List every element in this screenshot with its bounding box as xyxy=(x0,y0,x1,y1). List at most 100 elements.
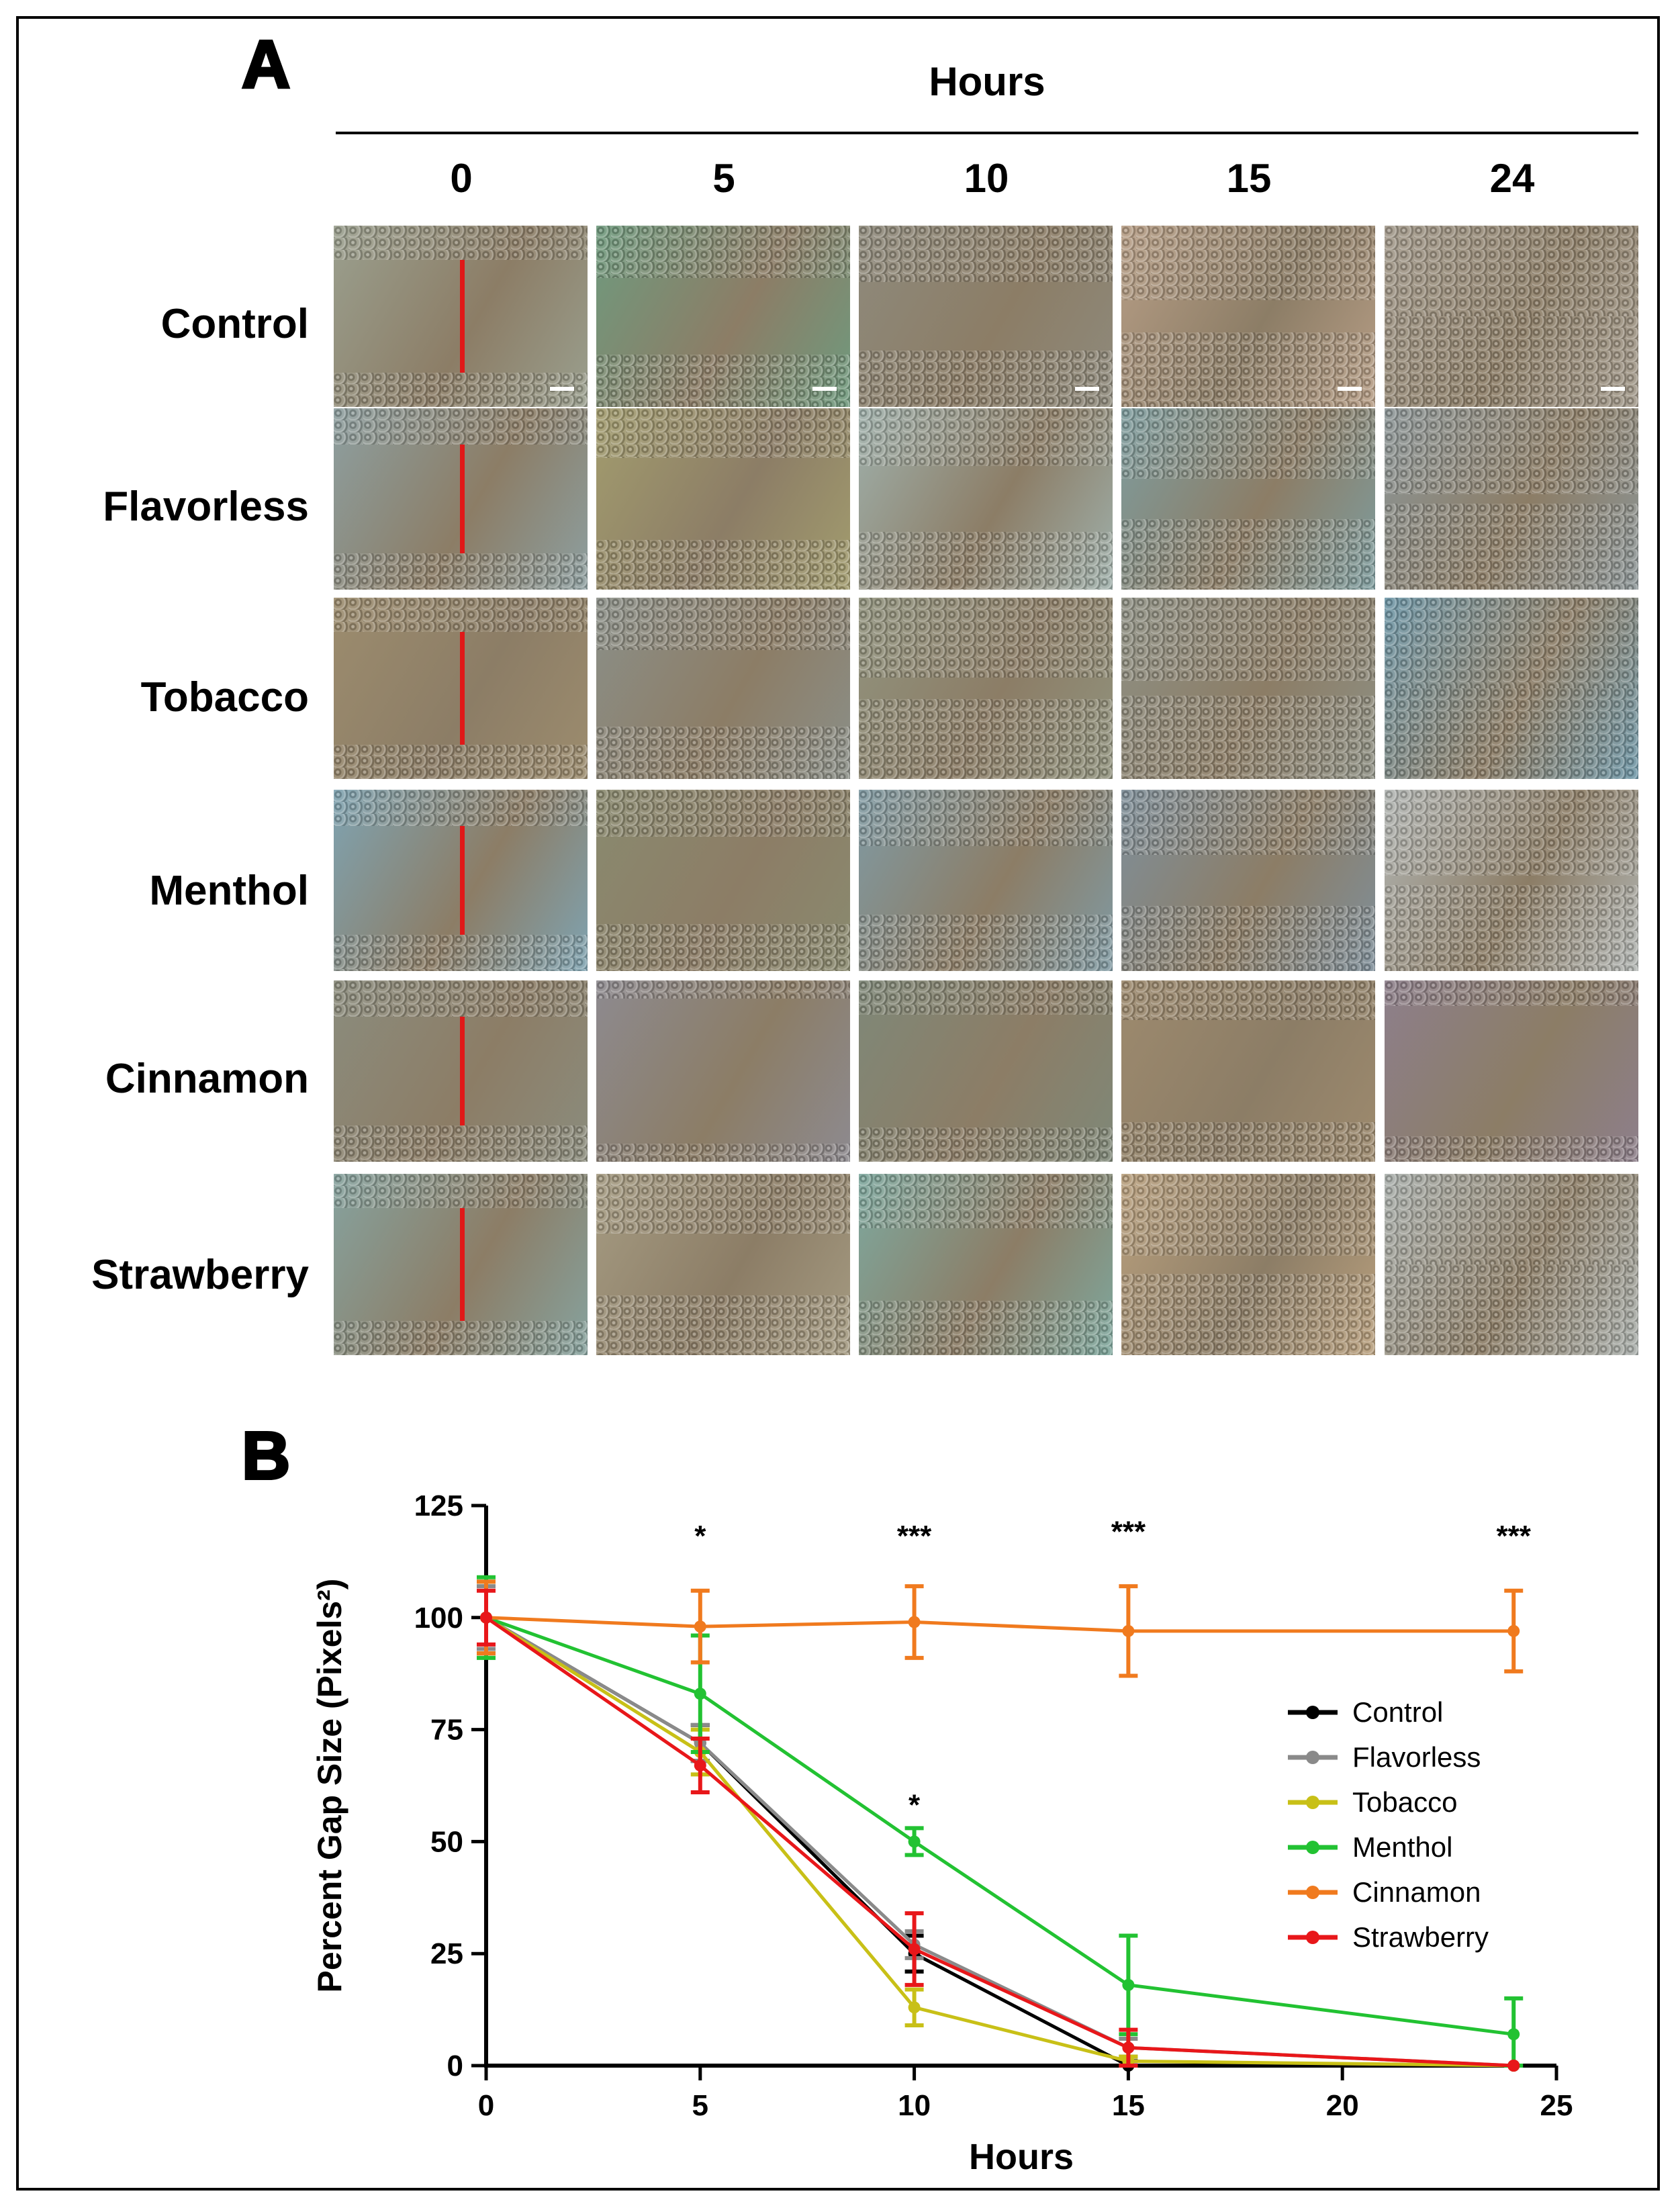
cell-layer-bottom xyxy=(596,1144,850,1162)
micrograph-5-1 xyxy=(596,1174,850,1355)
cell-layer-bottom xyxy=(334,1320,588,1355)
cell-layer-bottom xyxy=(1121,332,1375,407)
micrograph-3-3 xyxy=(1121,790,1375,971)
data-point-3-1 xyxy=(694,1688,706,1700)
col-label-2: 10 xyxy=(964,156,1009,201)
cell-layer-bottom xyxy=(596,1295,850,1355)
col-label-0: 0 xyxy=(450,156,473,201)
micrograph-2-2 xyxy=(859,598,1113,779)
cell-layer-top xyxy=(859,598,1113,678)
legend-label-5: Strawberry xyxy=(1352,1921,1489,1953)
cell-layer-bottom xyxy=(596,354,850,407)
scratch-width-marker xyxy=(460,1208,465,1321)
cell-layer-top xyxy=(334,980,588,1017)
cell-layer-top xyxy=(1385,980,1638,1006)
cell-layer-top xyxy=(1385,598,1638,688)
micrograph-1-1 xyxy=(596,408,850,590)
data-point-5-2 xyxy=(908,1943,921,1955)
data-point-3-3 xyxy=(1122,1978,1135,1991)
cell-layer-bottom xyxy=(334,372,588,407)
cell-layer-bottom xyxy=(596,539,850,590)
data-point-5-0 xyxy=(480,1611,492,1624)
cell-layer-bottom xyxy=(1385,1264,1638,1355)
legend-swatch-point-0 xyxy=(1306,1706,1319,1719)
row-label-2: Tobacco xyxy=(140,674,309,721)
micrograph-2-0 xyxy=(334,598,588,779)
micrograph-4-2 xyxy=(859,980,1113,1162)
cell-layer-top xyxy=(1121,790,1375,856)
cell-layer-top xyxy=(596,1174,850,1234)
cell-layer-bottom xyxy=(859,531,1113,590)
grid-hours-rule xyxy=(336,132,1638,134)
micrograph-4-3 xyxy=(1121,980,1375,1162)
cell-layer-top xyxy=(596,980,850,999)
data-point-5-3 xyxy=(1122,2041,1135,2054)
micrograph-1-4 xyxy=(1385,408,1638,590)
cell-layer-bottom xyxy=(334,744,588,779)
scratch-width-marker xyxy=(460,1017,465,1125)
x-tick-label-0: 0 xyxy=(478,2089,494,2122)
scratch-width-marker xyxy=(460,632,465,745)
scale-bar xyxy=(550,387,574,391)
micrograph-5-2 xyxy=(859,1174,1113,1355)
cell-layer-top xyxy=(596,226,850,279)
legend-swatch-point-1 xyxy=(1306,1751,1319,1764)
panel-a-label: A xyxy=(240,27,291,102)
micrograph-0-3 xyxy=(1121,226,1375,407)
micrograph-2-4 xyxy=(1385,598,1638,779)
micrograph-1-2 xyxy=(859,408,1113,590)
cell-layer-top xyxy=(596,790,850,837)
micrograph-3-0 xyxy=(334,790,588,971)
series-line-4 xyxy=(485,1616,1514,1633)
data-point-4-4 xyxy=(1507,1624,1520,1637)
scale-bar xyxy=(1338,387,1362,391)
cell-layer-top xyxy=(859,408,1113,467)
legend-label-3: Menthol xyxy=(1352,1831,1452,1863)
micrograph-4-4 xyxy=(1385,980,1638,1162)
micrograph-4-0 xyxy=(334,980,588,1162)
y-tick-label-3: 75 xyxy=(430,1714,463,1747)
series-line-3 xyxy=(485,1616,1514,2036)
cell-layer-top xyxy=(1121,408,1375,479)
cell-layer-top xyxy=(334,408,588,445)
cell-layer-top xyxy=(334,1174,588,1209)
cell-layer-bottom xyxy=(1121,518,1375,590)
data-point-5-1 xyxy=(694,1759,706,1771)
cell-layer-bottom xyxy=(1121,1121,1375,1162)
panel-b-label: B xyxy=(240,1418,291,1493)
micrograph-5-3 xyxy=(1121,1174,1375,1355)
cell-layer-top xyxy=(1121,980,1375,1021)
scale-bar xyxy=(812,387,837,391)
x-tick-label-1: 5 xyxy=(692,2089,708,2122)
significance-marker-3: *** xyxy=(1497,1520,1532,1553)
legend-swatch-point-3 xyxy=(1306,1841,1319,1854)
y-tick-label-2: 50 xyxy=(430,1825,463,1858)
cell-layer-bottom xyxy=(859,915,1113,971)
cell-layer-top xyxy=(859,980,1113,1015)
cell-layer-bottom xyxy=(1385,884,1638,971)
row-label-4: Cinnamon xyxy=(105,1056,309,1102)
cell-layer-top xyxy=(334,790,588,826)
significance-marker-2: *** xyxy=(1111,1515,1146,1548)
data-point-4-2 xyxy=(908,1616,921,1628)
y-tick-label-5: 125 xyxy=(414,1489,463,1522)
cell-layer-bottom xyxy=(1385,1136,1638,1162)
scale-bar xyxy=(1601,387,1625,391)
y-axis-label: Percent Gap Size (Pixels²) xyxy=(311,1579,348,1993)
micrograph-2-3 xyxy=(1121,598,1375,779)
col-label-1: 5 xyxy=(712,156,735,201)
col-label-3: 15 xyxy=(1226,156,1272,201)
data-point-2-2 xyxy=(908,2001,921,2014)
micrograph-1-3 xyxy=(1121,408,1375,590)
cell-layer-top xyxy=(334,598,588,633)
data-point-3-2 xyxy=(908,1835,921,1848)
cell-layer-bottom xyxy=(596,923,850,971)
legend-label-0: Control xyxy=(1352,1696,1443,1728)
cell-layer-top xyxy=(859,790,1113,846)
micrograph-2-1 xyxy=(596,598,850,779)
cell-layer-top xyxy=(859,226,1113,282)
legend-swatch-point-2 xyxy=(1306,1796,1319,1809)
cell-layer-top xyxy=(596,408,850,459)
cell-layer-top xyxy=(1385,226,1638,316)
legend-label-2: Tobacco xyxy=(1352,1786,1457,1818)
